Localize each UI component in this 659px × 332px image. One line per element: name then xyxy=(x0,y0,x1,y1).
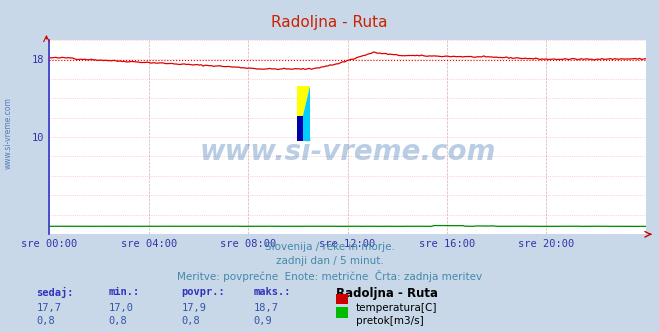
Text: 17,7: 17,7 xyxy=(36,303,61,313)
Text: zadnji dan / 5 minut.: zadnji dan / 5 minut. xyxy=(275,256,384,266)
Text: 0,9: 0,9 xyxy=(254,316,272,326)
Text: 0,8: 0,8 xyxy=(181,316,200,326)
Text: temperatura[C]: temperatura[C] xyxy=(356,303,438,313)
Text: 0,8: 0,8 xyxy=(109,316,127,326)
Text: sedaj:: sedaj: xyxy=(36,287,74,298)
Text: min.:: min.: xyxy=(109,287,140,297)
Text: Slovenija / reke in morje.: Slovenija / reke in morje. xyxy=(264,242,395,252)
Text: www.si-vreme.com: www.si-vreme.com xyxy=(200,138,496,166)
Text: maks.:: maks.: xyxy=(254,287,291,297)
Text: www.si-vreme.com: www.si-vreme.com xyxy=(3,97,13,169)
Text: 17,0: 17,0 xyxy=(109,303,134,313)
Text: pretok[m3/s]: pretok[m3/s] xyxy=(356,316,424,326)
Text: 17,9: 17,9 xyxy=(181,303,206,313)
Text: Radoljna - Ruta: Radoljna - Ruta xyxy=(336,287,438,300)
Text: Radoljna - Ruta: Radoljna - Ruta xyxy=(272,15,387,30)
Text: povpr.:: povpr.: xyxy=(181,287,225,297)
Text: 0,8: 0,8 xyxy=(36,316,55,326)
Text: 18,7: 18,7 xyxy=(254,303,279,313)
Text: Meritve: povprečne  Enote: metrične  Črta: zadnja meritev: Meritve: povprečne Enote: metrične Črta:… xyxy=(177,270,482,282)
